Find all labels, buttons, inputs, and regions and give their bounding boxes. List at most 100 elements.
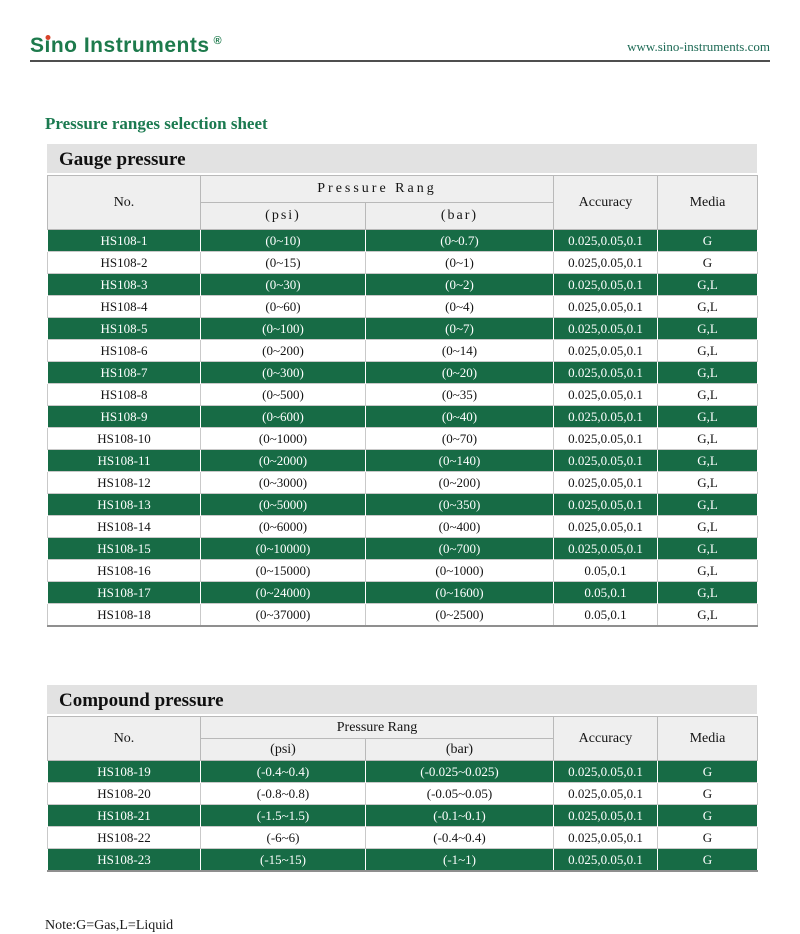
cell-bar: (0~4): [365, 295, 554, 318]
cell-bar: (0~7): [365, 317, 554, 340]
logo-red-dot-i: i: [44, 34, 51, 57]
cell-accuracy: 0.025,0.05,0.1: [553, 295, 658, 318]
table-row: HS108-23 (-15~15) (-1~1) 0.025,0.05,0.1 G: [47, 848, 758, 871]
col-header-accuracy: Accuracy: [553, 716, 658, 761]
gauge-pressure-section: Gauge pressure No. Pressure Rang Accurac…: [47, 144, 758, 627]
cell-no: HS108-13: [47, 493, 201, 516]
cell-bar: (-0.025~0.025): [365, 760, 554, 783]
cell-psi: (0~60): [200, 295, 366, 318]
cell-no: HS108-1: [47, 229, 201, 252]
registered-trademark-symbol: ®: [213, 35, 222, 47]
cell-psi: (0~15): [200, 251, 366, 274]
cell-accuracy: 0.025,0.05,0.1: [553, 493, 658, 516]
cell-psi: (-15~15): [200, 848, 366, 871]
cell-media: G: [657, 804, 758, 827]
cell-no: HS108-17: [47, 581, 201, 604]
cell-psi: (0~15000): [200, 559, 366, 582]
cell-accuracy: 0.025,0.05,0.1: [553, 537, 658, 560]
cell-psi: (0~1000): [200, 427, 366, 450]
cell-bar: (0~20): [365, 361, 554, 384]
page-header: Sino Instruments ® www.sino-instruments.…: [30, 0, 770, 62]
cell-psi: (0~37000): [200, 603, 366, 627]
cell-psi: (0~100): [200, 317, 366, 340]
cell-no: HS108-16: [47, 559, 201, 582]
cell-no: HS108-18: [47, 603, 201, 627]
col-header-media: Media: [657, 175, 758, 230]
cell-accuracy: 0.025,0.05,0.1: [553, 449, 658, 472]
cell-no: HS108-8: [47, 383, 201, 406]
cell-accuracy: 0.05,0.1: [553, 603, 658, 627]
cell-bar: (0~1600): [365, 581, 554, 604]
cell-no: HS108-19: [47, 760, 201, 783]
brand-logo: Sino Instruments ®: [30, 34, 222, 58]
cell-bar: (0~140): [365, 449, 554, 472]
cell-psi: (0~3000): [200, 471, 366, 494]
cell-no: HS108-2: [47, 251, 201, 274]
cell-accuracy: 0.025,0.05,0.1: [553, 405, 658, 428]
cell-media: G,L: [657, 383, 758, 406]
cell-no: HS108-15: [47, 537, 201, 560]
cell-bar: (-0.1~0.1): [365, 804, 554, 827]
cell-media: G,L: [657, 405, 758, 428]
table-row: HS108-11 (0~2000) (0~140) 0.025,0.05,0.1 G,L: [47, 449, 758, 472]
cell-accuracy: 0.025,0.05,0.1: [553, 826, 658, 849]
cell-accuracy: 0.025,0.05,0.1: [553, 848, 658, 871]
table-row: HS108-17 (0~24000) (0~1600) 0.05,0.1 G,L: [47, 581, 758, 604]
table-row: HS108-7 (0~300) (0~20) 0.025,0.05,0.1 G,L: [47, 361, 758, 384]
compound-pressure-table: No. Pressure Rang Accuracy Media (psi) (…: [47, 716, 758, 872]
cell-bar: (0~700): [365, 537, 554, 560]
cell-bar: (0~350): [365, 493, 554, 516]
cell-no: HS108-5: [47, 317, 201, 340]
cell-accuracy: 0.025,0.05,0.1: [553, 383, 658, 406]
cell-media: G,L: [657, 537, 758, 560]
cell-bar: (0~0.7): [365, 229, 554, 252]
cell-media: G,L: [657, 603, 758, 627]
cell-bar: (0~2500): [365, 603, 554, 627]
cell-psi: (0~24000): [200, 581, 366, 604]
table-row: HS108-9 (0~600) (0~40) 0.025,0.05,0.1 G,L: [47, 405, 758, 428]
cell-accuracy: 0.025,0.05,0.1: [553, 760, 658, 783]
logo-text: Sino Instruments: [30, 34, 210, 57]
col-header-pressure-rang: Pressure Rang: [200, 175, 554, 203]
table-row: HS108-18 (0~37000) (0~2500) 0.05,0.1 G,L: [47, 603, 758, 627]
cell-media: G,L: [657, 515, 758, 538]
cell-accuracy: 0.025,0.05,0.1: [553, 782, 658, 805]
cell-media: G,L: [657, 471, 758, 494]
cell-psi: (0~600): [200, 405, 366, 428]
cell-media: G,L: [657, 295, 758, 318]
cell-bar: (-1~1): [365, 848, 554, 871]
cell-media: G: [657, 826, 758, 849]
cell-bar: (0~40): [365, 405, 554, 428]
footnote: Note:G=Gas,L=Liquid: [45, 918, 174, 933]
cell-bar: (0~70): [365, 427, 554, 450]
cell-psi: (-1.5~1.5): [200, 804, 366, 827]
cell-media: G,L: [657, 317, 758, 340]
cell-no: HS108-23: [47, 848, 201, 871]
cell-no: HS108-4: [47, 295, 201, 318]
table-row: HS108-19 (-0.4~0.4) (-0.025~0.025) 0.025,0.…: [47, 760, 758, 783]
cell-accuracy: 0.05,0.1: [553, 581, 658, 604]
cell-media: G,L: [657, 273, 758, 296]
cell-media: G,L: [657, 581, 758, 604]
cell-bar: (0~400): [365, 515, 554, 538]
table-row: HS108-16 (0~15000) (0~1000) 0.05,0.1 G,L: [47, 559, 758, 582]
cell-psi: (0~2000): [200, 449, 366, 472]
cell-no: HS108-9: [47, 405, 201, 428]
cell-no: HS108-20: [47, 782, 201, 805]
table-row: HS108-20 (-0.8~0.8) (-0.05~0.05) 0.025,0.05…: [47, 782, 758, 805]
cell-accuracy: 0.025,0.05,0.1: [553, 317, 658, 340]
cell-media: G: [657, 229, 758, 252]
cell-psi: (-0.8~0.8): [200, 782, 366, 805]
table-row: HS108-2 (0~15) (0~1) 0.025,0.05,0.1 G: [47, 251, 758, 274]
cell-bar: (-0.05~0.05): [365, 782, 554, 805]
table-row: HS108-21 (-1.5~1.5) (-0.1~0.1) 0.025,0.05,0…: [47, 804, 758, 827]
cell-accuracy: 0.025,0.05,0.1: [553, 251, 658, 274]
cell-bar: (0~35): [365, 383, 554, 406]
col-header-pressure-rang: Pressure Rang: [200, 716, 554, 739]
cell-no: HS108-22: [47, 826, 201, 849]
col-header-psi: (psi): [200, 738, 366, 761]
col-header-bar: (bar): [365, 738, 554, 761]
table-row: HS108-15 (0~10000) (0~700) 0.025,0.05,0.1 G,…: [47, 537, 758, 560]
cell-bar: (0~2): [365, 273, 554, 296]
